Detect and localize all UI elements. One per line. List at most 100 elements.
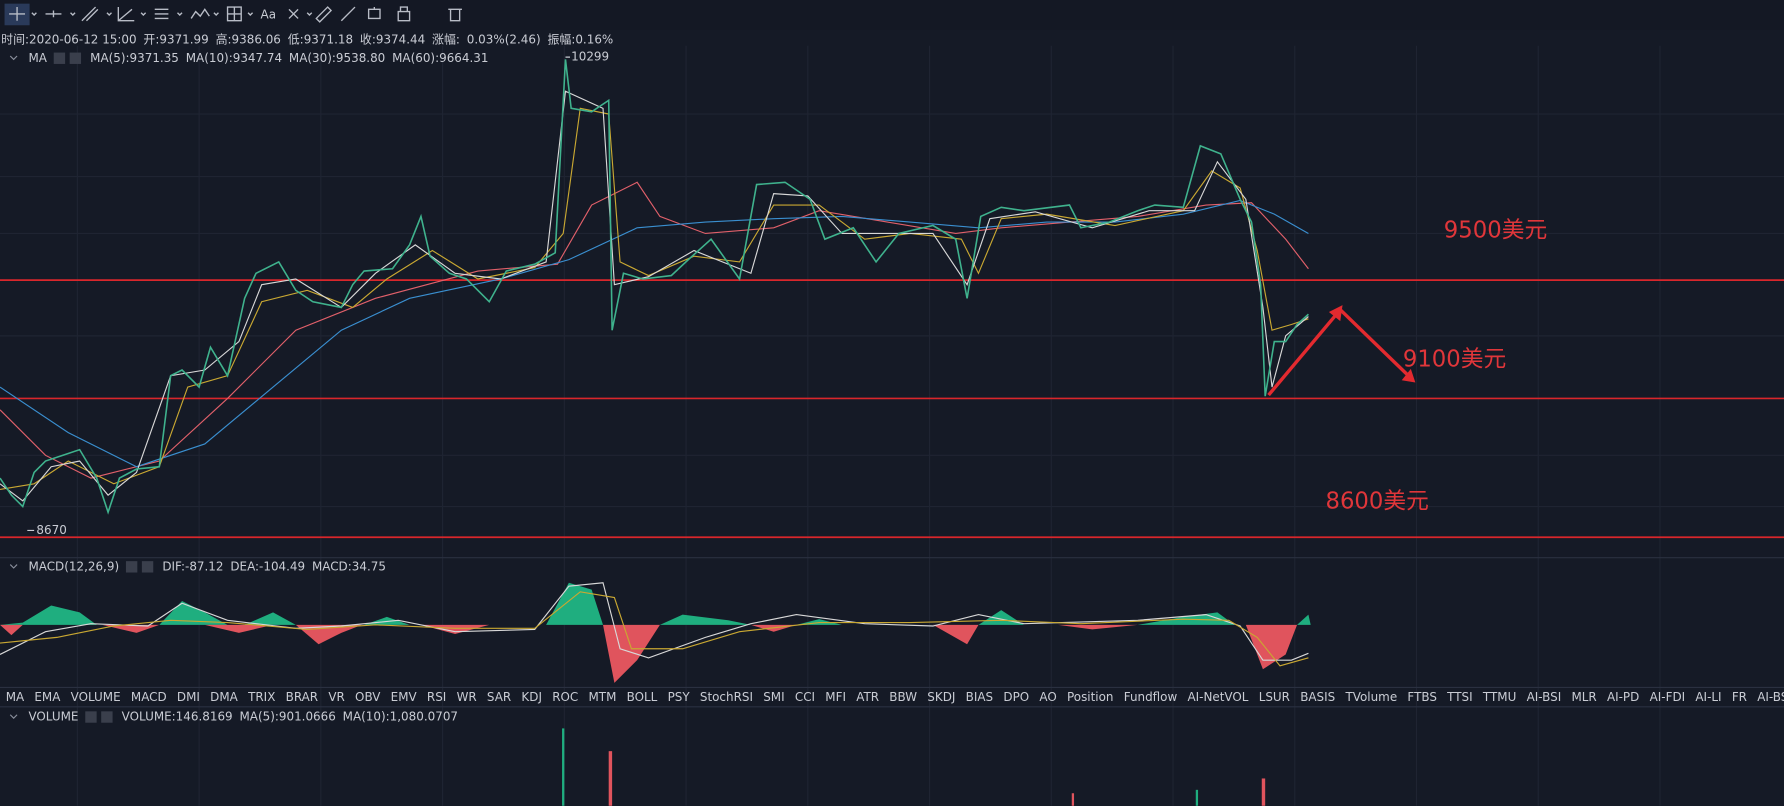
indicator-tab[interactable]: VOLUME [71,690,121,704]
arrow-heads [1328,305,1416,383]
volume-bar [608,751,613,806]
indicator-tab[interactable]: StochRSI [700,690,753,704]
pen-tool[interactable] [340,6,356,22]
indicator-tab[interactable]: EMV [391,690,418,704]
volume-bar [562,728,565,806]
indicator-tab[interactable]: AI-LI [1695,690,1721,704]
indicator-tab[interactable]: SMI [763,690,784,704]
close-icon[interactable] [101,711,113,723]
macd-histogram [0,582,1311,683]
ma-legend-item: MA [28,51,47,65]
settings-icon[interactable] [53,52,66,64]
volume-legend-item: VOLUME:146.8169 [122,710,233,724]
indicator-tab[interactable]: KDJ [521,690,542,704]
indicator-tab[interactable]: BIAS [966,690,993,704]
indicator-tab[interactable]: BRAR [286,690,318,704]
volume-bar [1195,789,1199,806]
indicator-tab[interactable]: RSI [427,690,446,704]
indicator-tab[interactable]: AO [1039,690,1056,704]
indicator-tab[interactable]: ATR [856,690,879,704]
angle-tool[interactable] [117,7,135,22]
indicator-tab[interactable]: WR [457,690,477,704]
indicator-tab[interactable]: SKDJ [927,690,955,704]
grid [0,45,1784,806]
close-icon[interactable] [141,561,154,573]
indicator-tab[interactable]: DMA [210,690,238,704]
annotation: 8600美元 [1325,488,1428,514]
ma-legend-item: MA(60):9664.31 [392,51,488,65]
legend-rows: 时间:2020-06-12 15:00 开:9371.99 高:9386.06 低:9… [1,32,1784,724]
indicator-tab[interactable]: FTBS [1407,690,1437,704]
settings-icon[interactable] [85,711,97,723]
indicator-tab[interactable]: SAR [487,690,511,704]
low-marker: 8670 [36,523,66,537]
indicator-tab[interactable]: OBV [355,690,381,704]
info-item: 振幅:0.16% [547,32,613,47]
volume-bar [1071,793,1075,806]
measure-tool[interactable] [315,6,333,23]
indicator-tab[interactable]: VR [328,690,344,704]
trend-tool[interactable] [81,6,99,22]
indicator-tab[interactable]: AI-BST [1757,690,1784,704]
high-marker: 10299 [571,50,609,64]
info-item: 高:9386.06 [216,32,281,47]
info-item: 开:9371.99 [143,33,208,47]
dropdown-carets [31,12,313,16]
volume-legend-item: MA(10):1,080.0707 [343,710,458,724]
indicator-tab[interactable]: AI-PD [1607,690,1639,704]
indicator-tab[interactable]: CCI [795,690,815,704]
annotation: 9500美元 [1444,218,1547,244]
info-item: 涨幅: [432,32,460,47]
ma-legend-item: MA(10):9347.74 [186,51,282,65]
lock-tool[interactable] [397,6,411,22]
indicator-tab[interactable]: DPO [1003,690,1029,704]
ma30-line [0,181,1309,479]
indicator-tab[interactable]: PSY [668,690,691,704]
pattern-tool[interactable] [288,8,299,19]
indicator-tab[interactable]: BOLL [627,690,658,704]
volume-legend-item: VOLUME [28,710,78,724]
indicator-tab[interactable]: MLR [1571,690,1596,704]
price-trace [0,59,1309,515]
indicator-tab[interactable]: MACD [131,690,167,704]
dea-line [0,591,1309,667]
marker-ticks [27,56,571,531]
indicator-tab[interactable]: MFI [825,690,846,704]
shape-tool[interactable] [226,6,242,22]
info-item: 低:9371.18 [288,33,353,47]
indicator-tab[interactable]: AI-BSI [1527,690,1562,704]
indicator-tab[interactable]: Position [1067,690,1113,704]
indicator-tab[interactable]: AI-NetVOL [1187,690,1248,704]
indicator-tab[interactable]: BASIS [1300,690,1335,704]
wave-tool[interactable] [190,8,210,19]
indicator-tab[interactable]: TVolume [1344,690,1397,704]
ma-legend-item: MA(5):9371.35 [90,51,179,65]
indicator-tab[interactable]: LSUR [1259,690,1290,704]
delete-tool[interactable] [448,8,462,22]
indicator-tab[interactable]: ROC [552,690,578,704]
volume-bars [562,728,1266,806]
macd-legend-item: DEA:-104.49 [230,559,305,573]
fib-tool[interactable] [154,8,169,20]
indicator-tab[interactable]: MTM [588,690,616,704]
indicator-tab[interactable]: FR [1732,690,1747,704]
indicator-tab[interactable]: MA [6,690,25,704]
volume-legend-item: MA(5):901.0666 [239,710,335,724]
ma-legend-item: MA(30):9538.80 [289,51,385,65]
indicator-tab[interactable]: AI-FDI [1650,690,1686,704]
indicator-tab[interactable]: Fundflow [1124,690,1178,704]
info-item: 收:9374.44 [360,33,425,47]
indicator-tab[interactable]: EMA [34,690,61,704]
indicator-tab[interactable]: BBW [889,690,917,704]
line-tool[interactable] [45,10,62,18]
magnet-tool[interactable] [367,7,381,20]
indicator-tab[interactable]: DMI [177,690,200,704]
indicator-tab[interactable]: TTMU [1482,690,1516,704]
info-item: 0.03%(2.46) [467,33,541,47]
indicator-tab[interactable]: TRIX [247,690,275,704]
annotation: 9100美元 [1403,346,1506,372]
close-icon[interactable] [69,52,82,64]
indicator-tab[interactable]: TTSI [1446,690,1472,704]
settings-icon[interactable] [125,561,138,573]
text-tool[interactable]: Aa [261,8,276,22]
